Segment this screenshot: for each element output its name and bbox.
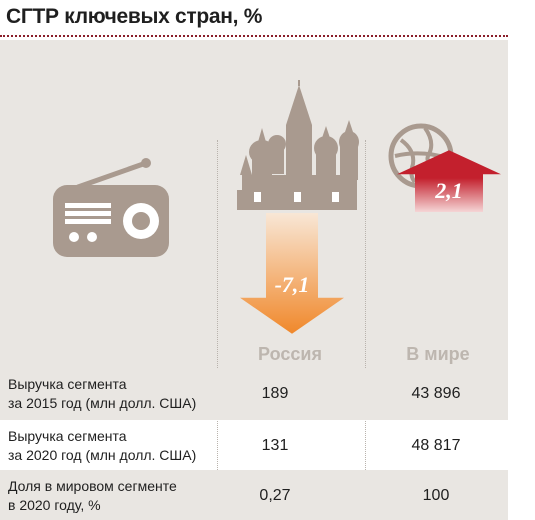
table-row: Выручка сегмента за 2015 год (млн долл. … — [0, 368, 508, 420]
row-label-line: за 2020 год (млн долл. США) — [8, 447, 197, 463]
table-row: Доля в мировом сегменте в 2020 году, % 0… — [0, 470, 508, 520]
table-row: Выручка сегмента за 2020 год (млн долл. … — [0, 420, 508, 470]
world-cell: 43 896 — [411, 385, 461, 402]
world-value-label: 2,1 — [435, 178, 463, 204]
row-label-line: в 2020 году, % — [8, 497, 101, 513]
russia-value-label: -7,1 — [274, 271, 310, 297]
world-cell: 48 817 — [411, 437, 461, 454]
row-label-line: Доля в мировом сегменте — [8, 478, 177, 494]
world-cell: 100 — [422, 487, 450, 504]
russia-cell: 0,27 — [259, 487, 291, 504]
russia-arrow-bar — [240, 213, 344, 334]
row-label: Выручка сегмента за 2015 год (млн долл. … — [8, 375, 196, 413]
radio-icon — [53, 158, 169, 257]
kremlin-cathedral-icon — [237, 80, 359, 210]
row-label-line: за 2015 год (млн долл. США) — [8, 395, 197, 411]
row-label-line: Выручка сегмента — [8, 376, 127, 392]
column-divider-right — [365, 140, 366, 520]
row-label-line: Выручка сегмента — [8, 428, 127, 444]
column-header-world: В мире — [406, 344, 470, 364]
russia-cell: 189 — [261, 385, 289, 402]
column-divider-left — [217, 140, 218, 520]
russia-cell: 131 — [261, 437, 289, 454]
chart-title: СГТР ключевых стран, % — [6, 5, 263, 28]
column-header-russia: Россия — [258, 344, 322, 364]
world-arrow-bar — [397, 150, 501, 212]
row-label: Выручка сегмента за 2020 год (млн долл. … — [8, 427, 196, 465]
row-label: Доля в мировом сегменте в 2020 году, % — [8, 477, 177, 515]
title-divider — [0, 35, 508, 37]
